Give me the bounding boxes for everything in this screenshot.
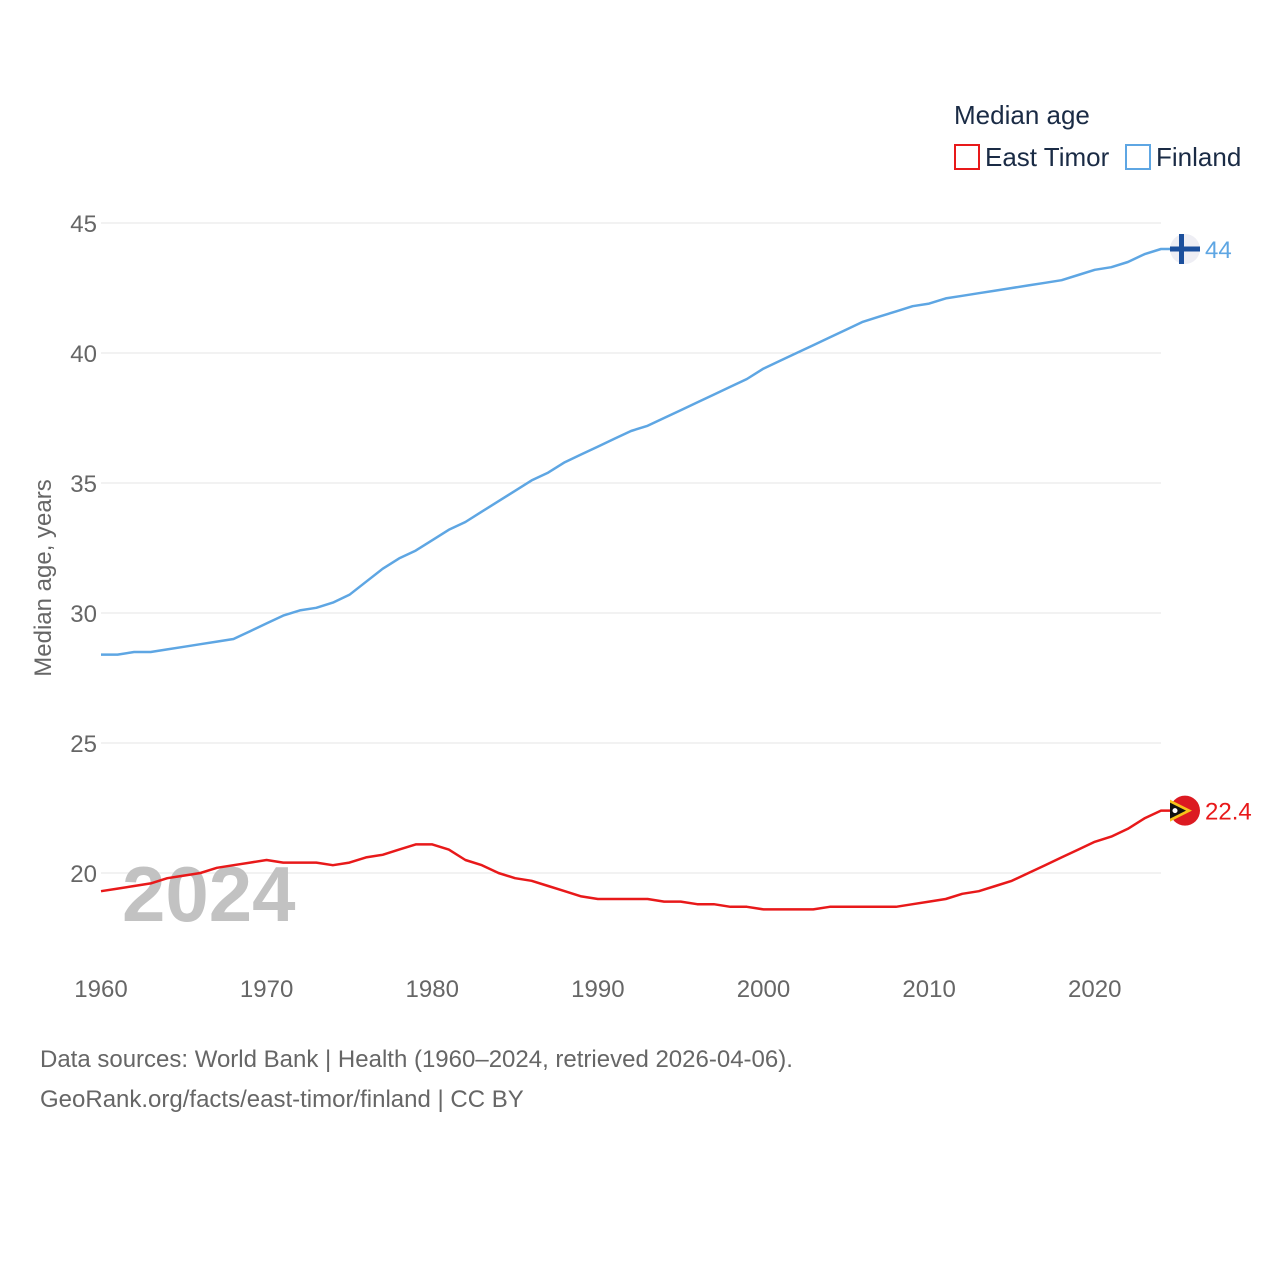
- legend[interactable]: Median age East Timor Finland: [954, 100, 1241, 172]
- y-axis-title: Median age, years: [30, 479, 57, 676]
- series-lines: [100, 247, 1173, 911]
- end-markers: 22.4 44: [1170, 234, 1252, 826]
- east-timor-flag-icon: [1170, 795, 1200, 826]
- data-sources: Data sources: World Bank | Health (1960–…: [40, 1046, 793, 1073]
- series-line-finland: [101, 247, 1173, 656]
- end-value-label-east-timor: 22.4: [1205, 799, 1252, 826]
- line-chart: 20 25 30 35 40 45 1960 1970 1980 1990 2000 2010 202…: [30, 100, 1252, 1003]
- legend-title: Median age: [954, 100, 1090, 130]
- x-tick-label: 1970: [240, 976, 293, 1003]
- series-line-east-timor: [100, 809, 1173, 911]
- x-tick-label: 2000: [737, 976, 790, 1003]
- y-axis: 20 25 30 35 40 45: [70, 211, 97, 888]
- x-tick-label: 1990: [571, 976, 624, 1003]
- legend-swatch-east-timor: [954, 144, 980, 170]
- y-tick-label: 40: [70, 341, 97, 368]
- x-tick-label: 1980: [406, 976, 459, 1003]
- y-tick-label: 45: [70, 211, 97, 238]
- y-tick-label: 35: [70, 471, 97, 498]
- y-tick-label: 30: [70, 601, 97, 628]
- y-tick-label: 25: [70, 731, 97, 758]
- legend-label-finland: Finland: [1156, 142, 1241, 172]
- x-tick-label: 2020: [1068, 976, 1121, 1003]
- legend-item-east-timor[interactable]: East Timor: [954, 142, 1110, 172]
- current-year-watermark: 2024: [122, 850, 296, 938]
- x-tick-label: 1960: [74, 976, 127, 1003]
- finland-flag-icon: [1170, 234, 1200, 264]
- y-tick-label: 20: [70, 861, 97, 888]
- legend-label-east-timor: East Timor: [985, 142, 1110, 172]
- end-value-label-finland: 44: [1205, 237, 1232, 264]
- x-tick-label: 2010: [902, 976, 955, 1003]
- x-axis: 1960 1970 1980 1990 2000 2010 2020: [74, 976, 1121, 1003]
- source-link[interactable]: GeoRank.org/facts/east-timor/finland | C…: [40, 1086, 524, 1113]
- legend-item-finland[interactable]: Finland: [1125, 142, 1241, 172]
- grid-lines: [101, 222, 1161, 874]
- legend-swatch-finland: [1125, 144, 1151, 170]
- footer: Data sources: World Bank | Health (1960–…: [40, 1040, 793, 1120]
